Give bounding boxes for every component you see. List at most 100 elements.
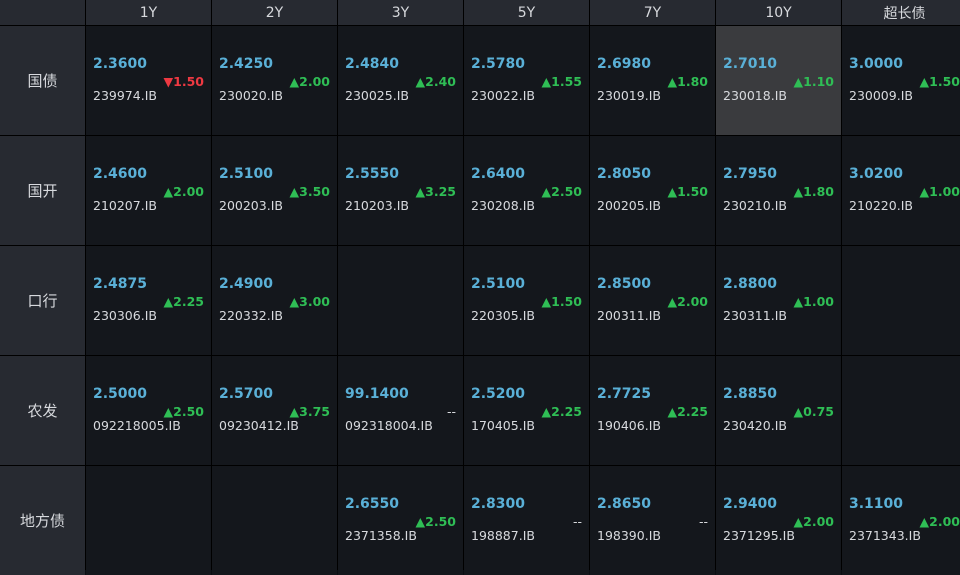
- quote-cell[interactable]: 2.7725 190406.IB ▲2.25: [590, 356, 715, 465]
- triangle-up-icon: ▲: [541, 184, 552, 199]
- bond-code: 220332.IB: [219, 308, 283, 323]
- quote-cell[interactable]: 2.5100 200203.IB ▲3.50: [212, 136, 337, 245]
- change-indicator: ▲2.00: [794, 514, 834, 529]
- column-header[interactable]: 10Y: [716, 0, 841, 25]
- change-indicator: ▲1.50: [542, 294, 582, 309]
- change-value: 2.25: [551, 404, 582, 419]
- quote-cell[interactable]: 2.4250 230020.IB ▲2.00: [212, 26, 337, 135]
- change-value: 1.50: [551, 294, 582, 309]
- yield-value: 2.5700: [219, 386, 274, 402]
- bond-code: 230022.IB: [471, 88, 535, 103]
- bond-code: 198390.IB: [597, 528, 661, 543]
- bond-code: 2371358.IB: [345, 528, 417, 543]
- yield-value: 99.1400: [345, 386, 409, 402]
- bond-code: 200205.IB: [597, 198, 661, 213]
- yield-value: 2.5780: [471, 56, 526, 72]
- quote-cell[interactable]: 2.8650 198390.IB --: [590, 466, 715, 575]
- yield-value: 2.5100: [471, 276, 526, 292]
- column-header[interactable]: 3Y: [338, 0, 463, 25]
- quote-cell[interactable]: 2.6980 230019.IB ▲1.80: [590, 26, 715, 135]
- row-header[interactable]: 国开: [0, 136, 85, 245]
- triangle-up-icon: ▲: [667, 294, 678, 309]
- triangle-up-icon: ▲: [667, 404, 678, 419]
- bond-code: 230306.IB: [93, 308, 157, 323]
- yield-value: 2.8300: [471, 496, 526, 512]
- change-indicator: ▲1.10: [794, 74, 834, 89]
- quote-cell[interactable]: 2.4900 220332.IB ▲3.00: [212, 246, 337, 355]
- quote-cell[interactable]: 2.5100 220305.IB ▲1.50: [464, 246, 589, 355]
- quote-cell[interactable]: 3.1100 2371343.IB ▲2.00: [842, 466, 960, 575]
- quote-cell[interactable]: 2.4600 210207.IB ▲2.00: [86, 136, 211, 245]
- yield-value: 2.4840: [345, 56, 400, 72]
- change-value: 1.10: [803, 74, 834, 89]
- column-header[interactable]: 7Y: [590, 0, 715, 25]
- quote-cell[interactable]: 2.5550 210203.IB ▲3.25: [338, 136, 463, 245]
- yield-value: 2.4600: [93, 166, 148, 182]
- column-header[interactable]: 超长债: [842, 0, 960, 25]
- column-header[interactable]: 5Y: [464, 0, 589, 25]
- quote-cell[interactable]: 2.7950 230210.IB ▲1.80: [716, 136, 841, 245]
- quote-cell[interactable]: 2.3600 239974.IB ▼1.50: [86, 26, 211, 135]
- column-header[interactable]: 1Y: [86, 0, 211, 25]
- yield-value: 2.8850: [723, 386, 778, 402]
- triangle-up-icon: ▲: [667, 184, 678, 199]
- triangle-down-icon: ▼: [163, 74, 174, 89]
- change-indicator: ▲3.50: [290, 184, 330, 199]
- quote-cell[interactable]: 2.6550 2371358.IB ▲2.50: [338, 466, 463, 575]
- bond-code: 2371295.IB: [723, 528, 795, 543]
- yield-value: 2.8650: [597, 496, 652, 512]
- row-header[interactable]: 地方债: [0, 466, 85, 575]
- change-value: 2.00: [173, 184, 204, 199]
- row-header[interactable]: 农发: [0, 356, 85, 465]
- quote-cell[interactable]: 2.5000 092218005.IB ▲2.50: [86, 356, 211, 465]
- triangle-up-icon: ▲: [541, 294, 552, 309]
- quote-cell[interactable]: 2.8500 200311.IB ▲2.00: [590, 246, 715, 355]
- quote-cell[interactable]: 2.4840 230025.IB ▲2.40: [338, 26, 463, 135]
- change-indicator: ▲2.00: [164, 184, 204, 199]
- yield-value: 2.7010: [723, 56, 778, 72]
- change-indicator: ▲2.25: [164, 294, 204, 309]
- change-value: 1.00: [803, 294, 834, 309]
- change-value: 2.50: [551, 184, 582, 199]
- quote-cell[interactable]: 3.0000 230009.IB ▲1.50: [842, 26, 960, 135]
- quote-cell[interactable]: 2.8800 230311.IB ▲1.00: [716, 246, 841, 355]
- triangle-up-icon: ▲: [793, 514, 804, 529]
- change-value: 1.55: [551, 74, 582, 89]
- change-indicator: ▲2.25: [542, 404, 582, 419]
- quote-cell[interactable]: 3.0200 210220.IB ▲1.00: [842, 136, 960, 245]
- change-value: 2.00: [299, 74, 330, 89]
- quote-cell[interactable]: 2.5200 170405.IB ▲2.25: [464, 356, 589, 465]
- yield-value: 2.5100: [219, 166, 274, 182]
- row-header[interactable]: 国债: [0, 26, 85, 135]
- row-header[interactable]: 口行: [0, 246, 85, 355]
- quote-cell[interactable]: 2.7010 230018.IB ▲1.10: [716, 26, 841, 135]
- change-value: 2.50: [425, 514, 456, 529]
- change-indicator: ▲3.25: [416, 184, 456, 199]
- triangle-up-icon: ▲: [793, 184, 804, 199]
- change-value: 1.80: [677, 74, 708, 89]
- change-indicator: ▲2.00: [668, 294, 708, 309]
- change-value: 2.00: [677, 294, 708, 309]
- yield-value: 2.6980: [597, 56, 652, 72]
- triangle-up-icon: ▲: [415, 74, 426, 89]
- bond-code: 230208.IB: [471, 198, 535, 213]
- yield-value: 2.4250: [219, 56, 274, 72]
- quote-cell[interactable]: 2.5780 230022.IB ▲1.55: [464, 26, 589, 135]
- change-value: 3.50: [299, 184, 330, 199]
- change-indicator: ▲1.55: [542, 74, 582, 89]
- quote-cell[interactable]: 2.8300 198887.IB --: [464, 466, 589, 575]
- empty-cell: [842, 246, 960, 355]
- triangle-up-icon: ▲: [919, 514, 930, 529]
- quote-cell[interactable]: 2.8050 200205.IB ▲1.50: [590, 136, 715, 245]
- quote-cell[interactable]: 2.9400 2371295.IB ▲2.00: [716, 466, 841, 575]
- quote-cell[interactable]: 2.4875 230306.IB ▲2.25: [86, 246, 211, 355]
- bond-code: 190406.IB: [597, 418, 661, 433]
- triangle-up-icon: ▲: [289, 404, 300, 419]
- quote-cell[interactable]: 2.5700 09230412.IB ▲3.75: [212, 356, 337, 465]
- quote-cell[interactable]: 2.6400 230208.IB ▲2.50: [464, 136, 589, 245]
- yield-value: 3.0200: [849, 166, 904, 182]
- column-header[interactable]: 2Y: [212, 0, 337, 25]
- bond-code: 210220.IB: [849, 198, 913, 213]
- quote-cell[interactable]: 99.1400 092318004.IB --: [338, 356, 463, 465]
- quote-cell[interactable]: 2.8850 230420.IB ▲0.75: [716, 356, 841, 465]
